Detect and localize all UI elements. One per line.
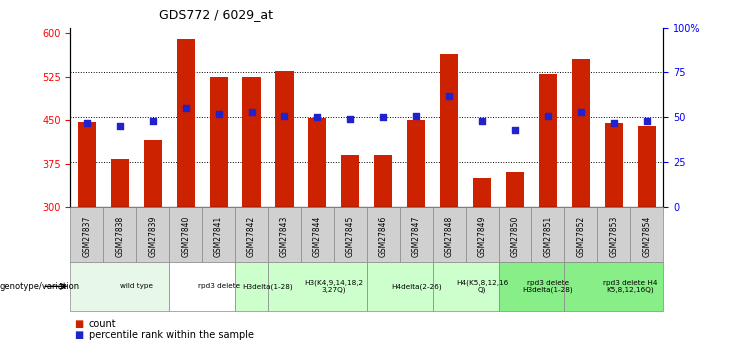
Bar bbox=[342, 155, 359, 207]
Bar bbox=[301, 207, 334, 262]
Text: GSM27838: GSM27838 bbox=[116, 215, 124, 257]
Point bbox=[476, 118, 488, 124]
Text: H3(K4,9,14,18,2
3,27Q): H3(K4,9,14,18,2 3,27Q) bbox=[305, 279, 363, 293]
Bar bbox=[268, 207, 301, 262]
Bar bbox=[638, 126, 656, 207]
Text: GSM27848: GSM27848 bbox=[445, 215, 453, 257]
Text: GSM27850: GSM27850 bbox=[511, 215, 519, 257]
Text: ■: ■ bbox=[74, 319, 83, 329]
Text: GSM27842: GSM27842 bbox=[247, 215, 256, 257]
Bar bbox=[539, 74, 557, 207]
Bar bbox=[499, 207, 531, 262]
Text: GSM27841: GSM27841 bbox=[214, 215, 223, 257]
Point bbox=[279, 113, 290, 118]
Point bbox=[641, 118, 653, 124]
Bar bbox=[70, 262, 169, 310]
Bar bbox=[465, 207, 499, 262]
Bar bbox=[440, 53, 458, 207]
Text: rpd3 delete
H3delta(1-28): rpd3 delete H3delta(1-28) bbox=[522, 279, 574, 293]
Point bbox=[311, 115, 323, 120]
Point bbox=[245, 109, 257, 115]
Text: rpd3 delete: rpd3 delete bbox=[198, 283, 239, 289]
Text: GSM27847: GSM27847 bbox=[412, 215, 421, 257]
Bar bbox=[597, 207, 631, 262]
Text: H4(K5,8,12,16
Q): H4(K5,8,12,16 Q) bbox=[456, 279, 508, 293]
Text: GSM27851: GSM27851 bbox=[543, 215, 553, 257]
Bar bbox=[70, 207, 103, 262]
Point bbox=[542, 113, 554, 118]
Point bbox=[411, 113, 422, 118]
Text: wild type: wild type bbox=[120, 283, 153, 289]
Point bbox=[81, 120, 93, 126]
Text: GDS772 / 6029_at: GDS772 / 6029_at bbox=[159, 8, 273, 21]
Point bbox=[608, 120, 619, 126]
Bar bbox=[407, 120, 425, 207]
Text: ■: ■ bbox=[74, 330, 83, 339]
Bar bbox=[399, 207, 433, 262]
Point bbox=[180, 106, 192, 111]
Point bbox=[213, 111, 225, 117]
Point bbox=[114, 124, 126, 129]
Bar bbox=[433, 207, 465, 262]
Bar bbox=[631, 207, 663, 262]
Bar bbox=[565, 207, 597, 262]
Bar bbox=[110, 159, 129, 207]
Bar bbox=[210, 77, 227, 207]
Bar bbox=[242, 77, 261, 207]
Text: GSM27845: GSM27845 bbox=[346, 215, 355, 257]
Text: count: count bbox=[89, 319, 116, 329]
Bar bbox=[374, 155, 392, 207]
Bar bbox=[169, 262, 235, 310]
Bar bbox=[308, 118, 327, 207]
Bar bbox=[334, 207, 367, 262]
Text: GSM27843: GSM27843 bbox=[280, 215, 289, 257]
Bar bbox=[499, 262, 565, 310]
Text: GSM27837: GSM27837 bbox=[82, 215, 91, 257]
Bar bbox=[176, 39, 195, 207]
Text: GSM27852: GSM27852 bbox=[576, 215, 585, 257]
Bar bbox=[565, 262, 663, 310]
Bar bbox=[202, 207, 235, 262]
Text: GSM27854: GSM27854 bbox=[642, 215, 651, 257]
Bar bbox=[268, 262, 367, 310]
Text: H3delta(1-28): H3delta(1-28) bbox=[243, 283, 293, 289]
Bar bbox=[367, 262, 433, 310]
Bar bbox=[367, 207, 399, 262]
Bar bbox=[144, 140, 162, 207]
Point bbox=[443, 93, 455, 99]
Point bbox=[345, 116, 356, 122]
Text: GSM27846: GSM27846 bbox=[379, 215, 388, 257]
Text: H4delta(2-26): H4delta(2-26) bbox=[391, 283, 442, 289]
Text: rpd3 delete H4
K5,8,12,16Q): rpd3 delete H4 K5,8,12,16Q) bbox=[603, 279, 657, 293]
Bar bbox=[235, 262, 268, 310]
Text: GSM27849: GSM27849 bbox=[477, 215, 487, 257]
Bar bbox=[473, 178, 491, 207]
Bar bbox=[235, 207, 268, 262]
Bar bbox=[276, 71, 293, 207]
Bar bbox=[433, 262, 499, 310]
Bar bbox=[103, 207, 136, 262]
Text: percentile rank within the sample: percentile rank within the sample bbox=[89, 330, 254, 339]
Text: GSM27844: GSM27844 bbox=[313, 215, 322, 257]
Point bbox=[147, 118, 159, 124]
Bar bbox=[169, 207, 202, 262]
Text: GSM27839: GSM27839 bbox=[148, 215, 157, 257]
Bar bbox=[605, 123, 623, 207]
Bar bbox=[531, 207, 565, 262]
Bar bbox=[136, 207, 169, 262]
Bar bbox=[572, 59, 590, 207]
Text: GSM27853: GSM27853 bbox=[609, 215, 618, 257]
Bar bbox=[506, 172, 524, 207]
Point bbox=[509, 127, 521, 132]
Point bbox=[575, 109, 587, 115]
Point bbox=[377, 115, 389, 120]
Text: genotype/variation: genotype/variation bbox=[0, 282, 80, 291]
Text: GSM27840: GSM27840 bbox=[181, 215, 190, 257]
Bar bbox=[78, 122, 96, 207]
